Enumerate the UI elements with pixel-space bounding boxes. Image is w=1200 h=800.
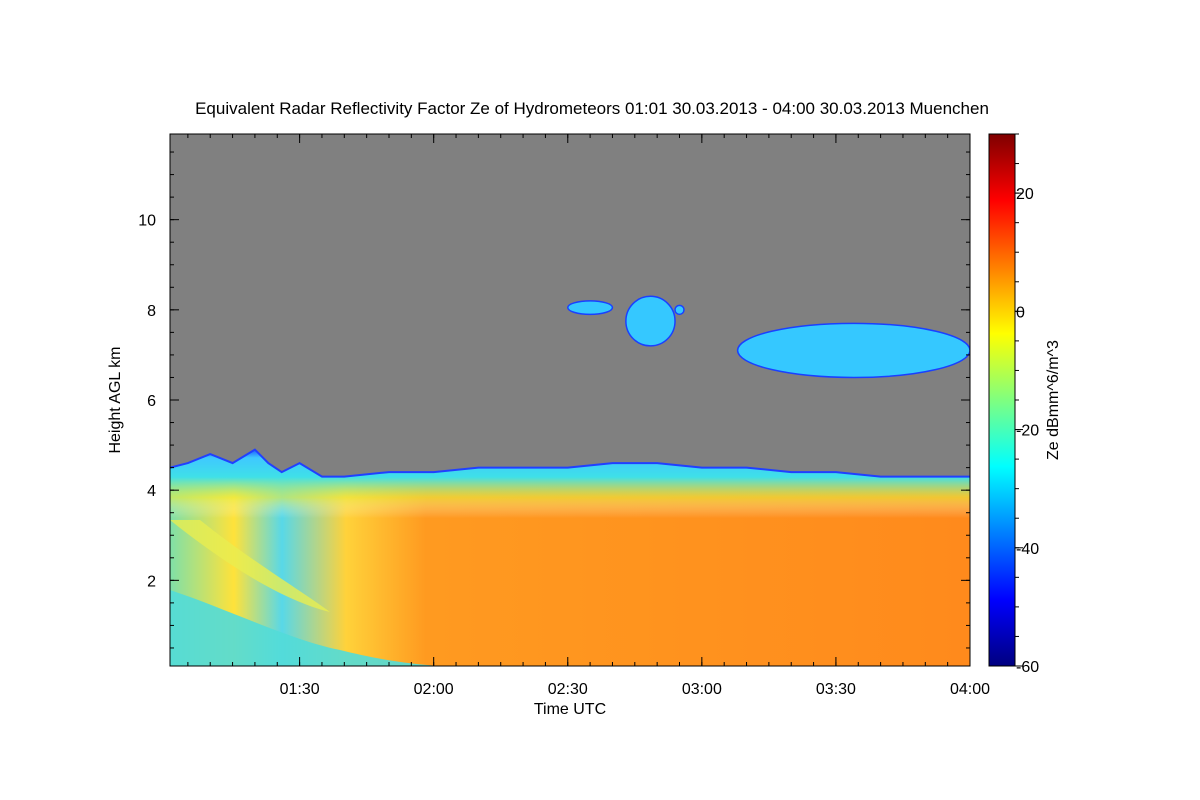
y-tick-label: 10	[138, 213, 156, 230]
y-tick-label: 8	[147, 303, 156, 320]
cloud-top-edge	[170, 448, 970, 478]
x-tick-label: 01:30	[280, 681, 320, 698]
low-reflectivity-swath	[170, 590, 440, 666]
x-axis-label: Time UTC	[534, 701, 606, 718]
x-axis: 01:30 02:00 02:30 03:00 03:30 04:00	[187, 134, 990, 698]
colorbar-tick-label: -60	[1016, 659, 1039, 676]
plot-area	[170, 134, 970, 666]
upper-cloud-patch	[674, 304, 685, 316]
y-tick-label: 6	[147, 393, 156, 410]
mid-yellow-streak	[170, 520, 330, 612]
colorbar-tick-label: 20	[1016, 186, 1034, 203]
upper-cloud-patch	[625, 295, 676, 347]
y-tick-label: 2	[147, 573, 156, 590]
upper-cloud-patch	[567, 300, 614, 316]
x-tick-label: 02:00	[414, 681, 454, 698]
x-tick-label: 03:30	[816, 681, 856, 698]
upper-cloud-patch	[736, 322, 970, 379]
colorbar	[988, 133, 1016, 667]
colorbar-tick-label: 0	[1016, 304, 1025, 321]
y-axis-label: Height AGL km	[107, 346, 124, 453]
chart-title: Equivalent Radar Reflectivity Factor Ze …	[195, 99, 989, 118]
colorbar-tick-label: -20	[1016, 423, 1039, 440]
x-tick-label: 03:00	[682, 681, 722, 698]
colorbar-label: Ze dBmm^6/m^3	[1045, 340, 1062, 460]
upper-cloud-patches	[567, 295, 970, 379]
y-axis: 2 4 6 8 10	[138, 151, 970, 649]
y-tick-label: 4	[147, 483, 156, 500]
x-tick-label: 04:00	[950, 681, 990, 698]
colorbar-axis: 20 0 -20 -40 -60	[1015, 133, 1039, 676]
colorbar-tick-label: -40	[1016, 541, 1039, 558]
x-tick-label: 02:30	[548, 681, 588, 698]
cloud-top-band	[170, 449, 970, 587]
